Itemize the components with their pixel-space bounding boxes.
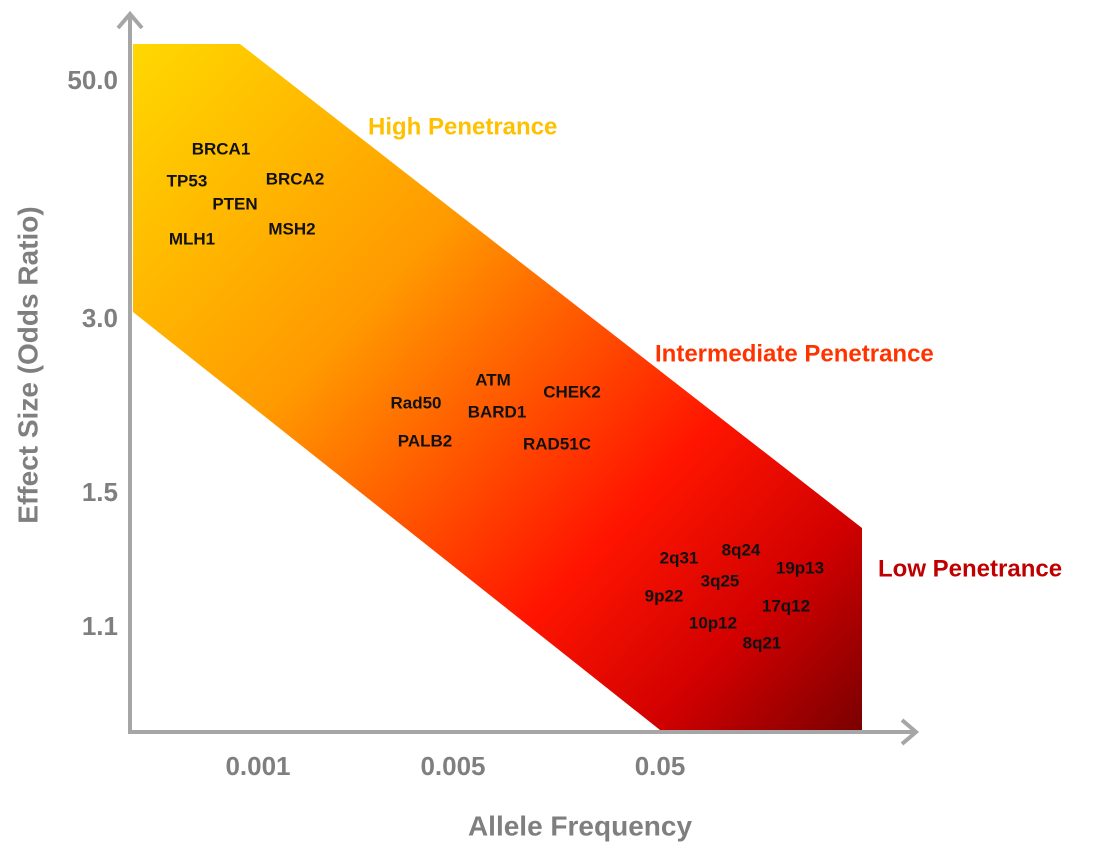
x-tick-label: 0.005 (420, 751, 485, 781)
region-label: Low Penetrance (878, 555, 1062, 582)
region-label: High Penetrance (368, 113, 557, 140)
y-tick-label: 1.1 (82, 611, 118, 641)
gene-label: BRCA1 (192, 139, 251, 158)
gene-label: 2q31 (660, 548, 699, 567)
gene-label: 19p13 (776, 558, 824, 577)
gene-label: RAD51C (523, 434, 591, 453)
gene-label: Rad50 (390, 393, 441, 412)
region-label: Intermediate Penetrance (655, 340, 934, 367)
gene-label: BRCA2 (266, 169, 325, 188)
y-tick-label: 50.0 (67, 65, 118, 95)
gene-label: PALB2 (398, 431, 452, 450)
x-arrow (900, 718, 920, 746)
x-tick-label: 0.05 (635, 751, 686, 781)
gene-label: 3q25 (701, 571, 740, 590)
penetrance-band (133, 44, 862, 730)
x-axis-title: Allele Frequency (468, 810, 693, 841)
gene-label: MLH1 (169, 229, 215, 248)
gene-label: 10p12 (689, 613, 737, 632)
gene-label: BARD1 (468, 402, 527, 421)
y-tick-label: 3.0 (82, 303, 118, 333)
gene-label: MSH2 (268, 219, 315, 238)
axes (116, 10, 920, 746)
gene-label: CHEK2 (543, 382, 601, 401)
gene-label: 8q21 (743, 633, 782, 652)
gene-label: 8q24 (722, 540, 761, 559)
y-arrow (116, 10, 144, 30)
x-tick-label: 0.001 (225, 751, 290, 781)
y-axis-title: Effect Size (Odds Ratio) (12, 206, 43, 523)
gene-label: 9p22 (645, 586, 684, 605)
gene-label: TP53 (167, 171, 208, 190)
gene-label: 17q12 (762, 596, 810, 615)
y-tick-label: 1.5 (82, 477, 118, 507)
gene-label: ATM (475, 370, 511, 389)
gene-label: PTEN (212, 194, 257, 213)
